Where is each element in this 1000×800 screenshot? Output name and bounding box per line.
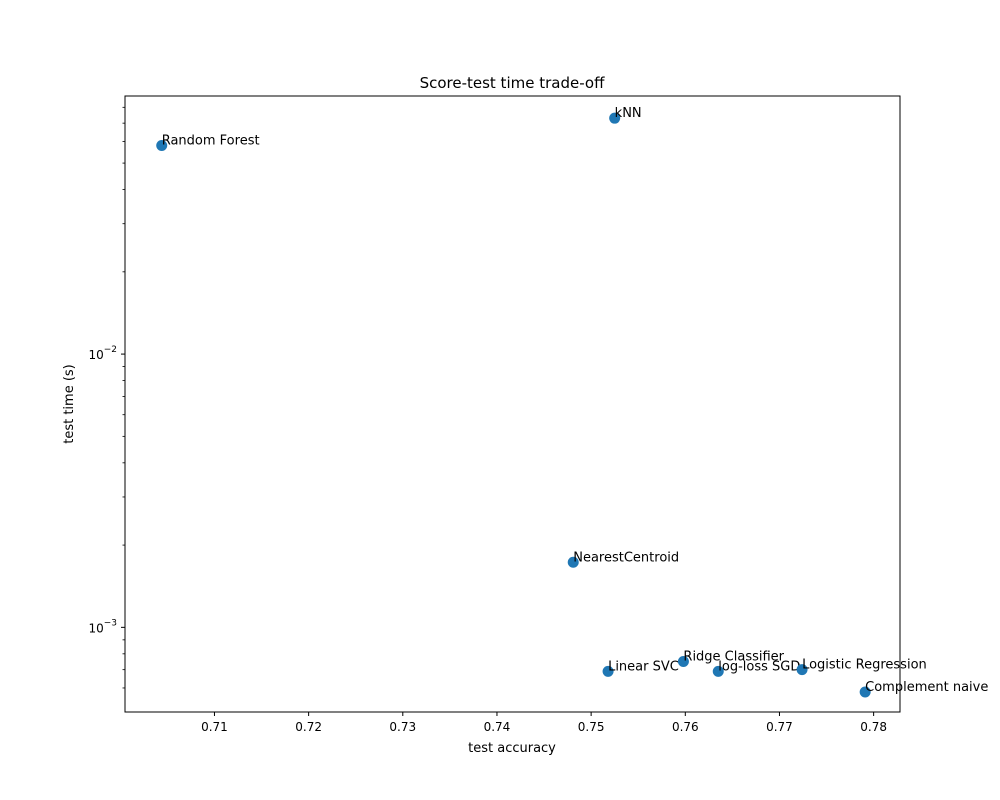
x-tick-label: 0.72 <box>295 720 322 734</box>
data-point-label: log-loss SGD <box>718 659 800 674</box>
data-point-label: Complement naive <box>865 680 988 695</box>
x-tick-label: 0.77 <box>766 720 793 734</box>
x-tick-label: 0.75 <box>578 720 605 734</box>
chart-title: Score-test time trade-off <box>420 74 606 92</box>
data-point <box>567 556 579 568</box>
x-axis-label: test accuracy <box>468 741 556 756</box>
y-tick-exponent: −2 <box>104 345 117 355</box>
y-axis-label: test time (s) <box>62 364 77 444</box>
data-point <box>602 665 614 677</box>
x-tick-label: 0.73 <box>389 720 416 734</box>
data-point <box>609 112 621 124</box>
y-tick-base: 10 <box>88 621 103 635</box>
data-point <box>677 655 689 667</box>
data-point <box>156 139 168 151</box>
y-tick-label: 10−2 <box>88 345 117 362</box>
x-tick-label: 0.78 <box>860 720 887 734</box>
plot-frame <box>124 95 901 713</box>
data-point <box>712 665 724 677</box>
data-point-label: Logistic Regression <box>802 658 927 673</box>
y-tick-label: 10−3 <box>88 618 117 635</box>
x-tick-label: 0.71 <box>201 720 228 734</box>
data-point-label: NearestCentroid <box>573 550 679 565</box>
y-tick-exponent: −3 <box>104 618 117 628</box>
data-point-label: kNN <box>615 106 642 121</box>
y-tick-base: 10 <box>88 348 103 362</box>
data-point-label: Ridge Classifier <box>683 649 784 664</box>
plot-area: 0.71 0.72 0.73 0.74 0.75 0.76 0.77 0.7810−310−2… <box>88 95 988 734</box>
data-point-label: Random Forest <box>162 133 260 148</box>
x-tick-label: 0.76 <box>672 720 699 734</box>
data-point <box>796 664 808 676</box>
data-point <box>859 686 871 698</box>
x-tick-label: 0.74 <box>484 720 511 734</box>
data-point-label: Linear SVC <box>608 659 679 674</box>
